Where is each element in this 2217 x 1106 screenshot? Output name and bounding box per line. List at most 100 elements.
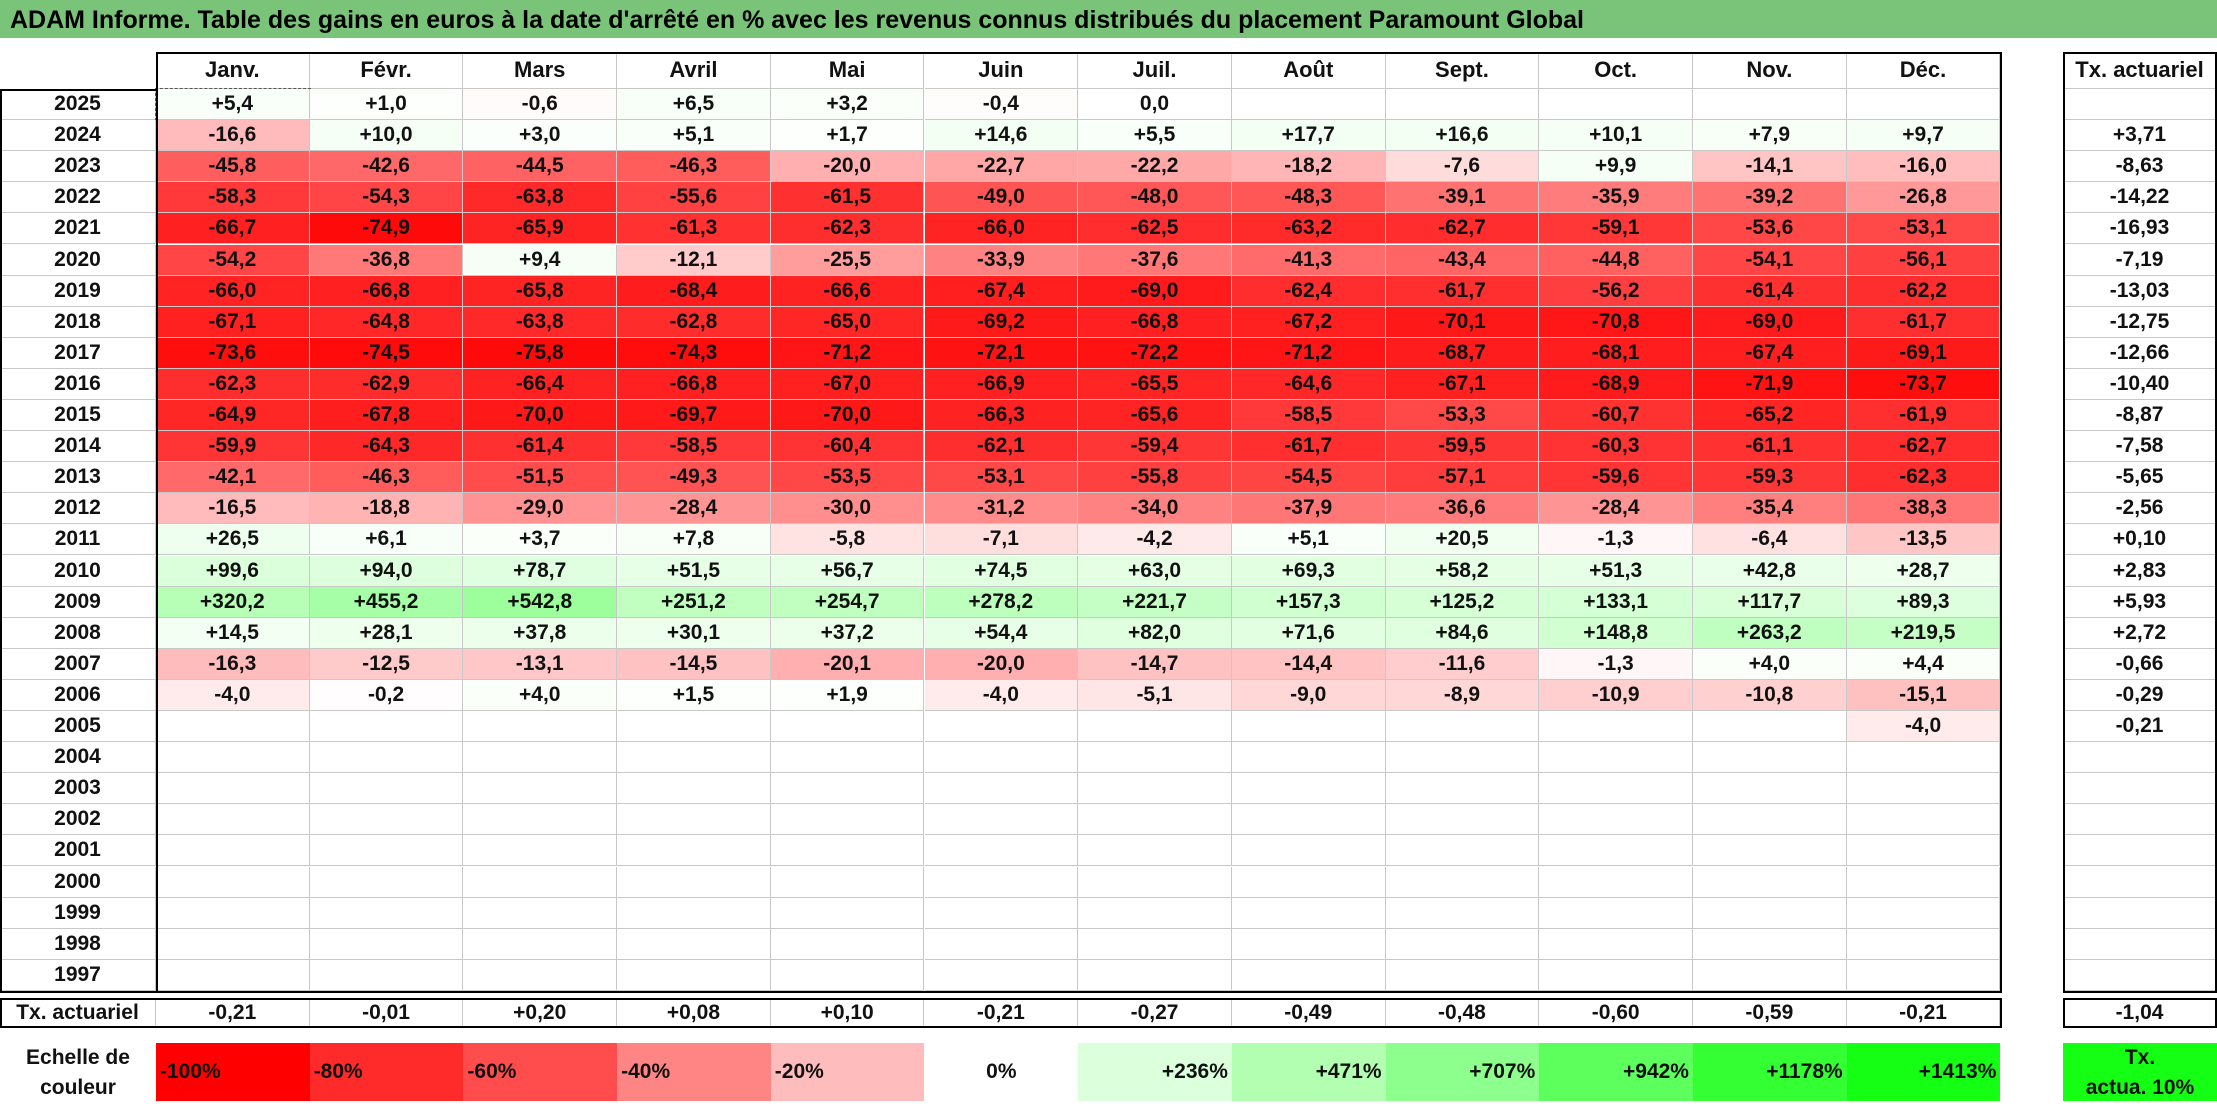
heatmap-cell[interactable]: -61,7	[1231, 431, 1386, 463]
heatmap-cell[interactable]: +4,0	[1693, 648, 1847, 680]
heatmap-cell[interactable]	[924, 835, 1079, 867]
heatmap-cell[interactable]	[924, 773, 1079, 805]
heatmap-cell[interactable]: +37,8	[463, 617, 618, 649]
heatmap-cell[interactable]: -60,4	[770, 431, 925, 463]
heatmap-cell[interactable]: -64,6	[1231, 368, 1386, 400]
heatmap-cell[interactable]: +84,6	[1385, 617, 1540, 649]
heatmap-cell[interactable]: -62,8	[617, 306, 771, 338]
heatmap-cell[interactable]	[617, 711, 771, 743]
heatmap-cell[interactable]	[1231, 804, 1386, 836]
heatmap-cell[interactable]	[1846, 897, 2001, 929]
heatmap-cell[interactable]	[1693, 89, 1847, 121]
heatmap-cell[interactable]: -73,7	[1846, 368, 2001, 400]
heatmap-cell[interactable]: -74,3	[617, 337, 771, 369]
heatmap-cell[interactable]: +7,8	[617, 524, 771, 556]
heatmap-cell[interactable]: -55,6	[617, 182, 771, 214]
heatmap-cell[interactable]: -1,3	[1539, 648, 1693, 680]
heatmap-cell[interactable]	[463, 835, 618, 867]
heatmap-cell[interactable]: -12,5	[309, 648, 464, 680]
heatmap-cell[interactable]: -54,3	[309, 182, 464, 214]
heatmap-cell[interactable]: -28,4	[1539, 493, 1693, 525]
heatmap-cell[interactable]: -11,6	[1385, 648, 1540, 680]
heatmap-cell[interactable]: -56,1	[1846, 244, 2001, 276]
heatmap-cell[interactable]	[1846, 89, 2001, 121]
heatmap-cell[interactable]: -14,5	[617, 648, 771, 680]
heatmap-cell[interactable]	[1385, 804, 1540, 836]
heatmap-cell[interactable]: -56,2	[1539, 275, 1693, 307]
heatmap-cell[interactable]: +278,2	[924, 586, 1079, 618]
heatmap-cell[interactable]: -46,3	[309, 462, 464, 494]
heatmap-cell[interactable]	[770, 711, 925, 743]
heatmap-cell[interactable]	[156, 835, 310, 867]
heatmap-cell[interactable]: -39,1	[1385, 182, 1540, 214]
heatmap-cell[interactable]: -67,0	[770, 368, 925, 400]
heatmap-cell[interactable]: +51,3	[1539, 555, 1693, 587]
heatmap-cell[interactable]: -62,7	[1846, 431, 2001, 463]
heatmap-cell[interactable]	[1078, 804, 1232, 836]
heatmap-cell[interactable]: -68,1	[1539, 337, 1693, 369]
heatmap-cell[interactable]: -9,0	[1231, 679, 1386, 711]
heatmap-cell[interactable]: +219,5	[1846, 617, 2001, 649]
heatmap-cell[interactable]: +1,5	[617, 679, 771, 711]
heatmap-cell[interactable]	[309, 804, 464, 836]
heatmap-cell[interactable]	[617, 897, 771, 929]
heatmap-cell[interactable]: -59,5	[1385, 431, 1540, 463]
heatmap-cell[interactable]	[309, 959, 464, 991]
heatmap-cell[interactable]	[1078, 711, 1232, 743]
heatmap-cell[interactable]: -41,3	[1231, 244, 1386, 276]
heatmap-cell[interactable]: +82,0	[1078, 617, 1232, 649]
heatmap-cell[interactable]: -70,8	[1539, 306, 1693, 338]
heatmap-cell[interactable]: -20,1	[770, 648, 925, 680]
heatmap-cell[interactable]: +17,7	[1231, 120, 1386, 152]
heatmap-cell[interactable]: -63,8	[463, 306, 618, 338]
heatmap-cell[interactable]	[1693, 773, 1847, 805]
heatmap-cell[interactable]: -6,4	[1693, 524, 1847, 556]
heatmap-cell[interactable]	[156, 773, 310, 805]
heatmap-cell[interactable]: +58,2	[1385, 555, 1540, 587]
heatmap-cell[interactable]	[1693, 711, 1847, 743]
heatmap-cell[interactable]: -70,1	[1385, 306, 1540, 338]
heatmap-cell[interactable]: +99,6	[156, 555, 310, 587]
heatmap-cell[interactable]	[1078, 742, 1232, 774]
heatmap-cell[interactable]: +9,4	[463, 244, 618, 276]
heatmap-cell[interactable]: -36,6	[1385, 493, 1540, 525]
heatmap-cell[interactable]: -35,9	[1539, 182, 1693, 214]
heatmap-cell[interactable]: -68,4	[617, 275, 771, 307]
heatmap-cell[interactable]: +94,0	[309, 555, 464, 587]
heatmap-cell[interactable]: -62,4	[1231, 275, 1386, 307]
heatmap-cell[interactable]: -49,0	[924, 182, 1079, 214]
heatmap-cell[interactable]: +7,9	[1693, 120, 1847, 152]
heatmap-cell[interactable]: -66,0	[924, 213, 1079, 245]
heatmap-cell[interactable]: -53,5	[770, 462, 925, 494]
heatmap-cell[interactable]	[156, 928, 310, 960]
heatmap-cell[interactable]	[770, 804, 925, 836]
heatmap-cell[interactable]	[1846, 804, 2001, 836]
heatmap-cell[interactable]	[1539, 866, 1693, 898]
heatmap-cell[interactable]: -67,8	[309, 400, 464, 432]
heatmap-cell[interactable]: +1,9	[770, 679, 925, 711]
heatmap-cell[interactable]: -58,3	[156, 182, 310, 214]
heatmap-cell[interactable]: +20,5	[1385, 524, 1540, 556]
heatmap-cell[interactable]: +5,5	[1078, 120, 1232, 152]
heatmap-cell[interactable]: +69,3	[1231, 555, 1386, 587]
heatmap-cell[interactable]: -67,4	[924, 275, 1079, 307]
heatmap-cell[interactable]: +28,1	[309, 617, 464, 649]
heatmap-cell[interactable]	[1385, 89, 1540, 121]
heatmap-cell[interactable]: -12,1	[617, 244, 771, 276]
heatmap-cell[interactable]: +89,3	[1846, 586, 2001, 618]
heatmap-cell[interactable]: -13,1	[463, 648, 618, 680]
heatmap-cell[interactable]: -64,3	[309, 431, 464, 463]
heatmap-cell[interactable]	[1385, 773, 1540, 805]
heatmap-cell[interactable]: -7,1	[924, 524, 1079, 556]
heatmap-cell[interactable]: +9,9	[1539, 151, 1693, 183]
heatmap-cell[interactable]: -73,6	[156, 337, 310, 369]
heatmap-cell[interactable]: -0,4	[924, 89, 1079, 121]
heatmap-cell[interactable]: +9,7	[1846, 120, 2001, 152]
heatmap-cell[interactable]: -54,5	[1231, 462, 1386, 494]
heatmap-cell[interactable]: +4,0	[463, 679, 618, 711]
heatmap-cell[interactable]: -53,3	[1385, 400, 1540, 432]
heatmap-cell[interactable]	[309, 897, 464, 929]
heatmap-cell[interactable]: -4,0	[156, 679, 310, 711]
heatmap-cell[interactable]: -16,0	[1846, 151, 2001, 183]
heatmap-cell[interactable]	[463, 742, 618, 774]
